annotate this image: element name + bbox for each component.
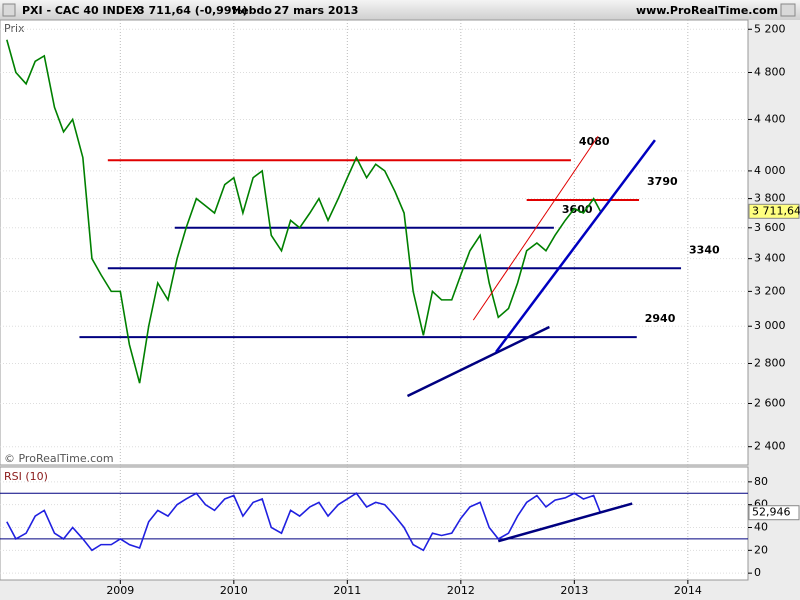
last-value-box: [748, 505, 800, 521]
y-tick-label: 3 200: [754, 284, 786, 297]
y-tick-label: 80: [754, 475, 768, 488]
quote: 3 711,64 (-0,99%): [137, 4, 248, 17]
symbol: PXI - CAC 40 INDEX: [22, 4, 141, 17]
y-tick-label: 3 800: [754, 192, 786, 205]
series-line: [6, 492, 602, 552]
menu-icon[interactable]: [2, 3, 16, 17]
x-tick-label: 2012: [447, 584, 475, 597]
y-tick-label: 4 800: [754, 65, 786, 78]
y-label: Prix: [4, 22, 25, 35]
y-tick-label: 40: [754, 520, 768, 533]
credit: © ProRealTime.com: [4, 452, 114, 465]
trend-line: [497, 502, 633, 543]
rsi-panel: [0, 466, 749, 581]
y-tick-label: 2 400: [754, 440, 786, 453]
y-tick-label: 3 000: [754, 319, 786, 332]
x-tick-label: 2009: [106, 584, 134, 597]
header-bar: [0, 0, 800, 20]
x-tick-label: 2014: [674, 584, 702, 597]
y-tick-label: 2 800: [754, 356, 786, 369]
last-value-label: 52,946: [752, 506, 791, 519]
y-tick-label: 5 200: [754, 22, 786, 35]
y-tick-label: 3 400: [754, 252, 786, 265]
x-tick-label: 2010: [220, 584, 248, 597]
y-tick-label: 2 600: [754, 396, 786, 409]
y-tick-label: 3 600: [754, 221, 786, 234]
trend-line: [472, 135, 599, 321]
date: 27 mars 2013: [274, 4, 358, 17]
series-line: [6, 39, 602, 384]
y-tick-label: 0: [754, 566, 761, 579]
x-tick-label: 2011: [333, 584, 361, 597]
y-tick-label: 4 400: [754, 112, 786, 125]
x-tick-label: 2013: [560, 584, 588, 597]
rsi-title: RSI (10): [4, 470, 48, 483]
level-label: 2940: [645, 312, 676, 325]
last-value-box: [748, 203, 800, 219]
trend-line: [495, 139, 656, 353]
window-icon[interactable]: [780, 3, 796, 17]
site: www.ProRealTime.com: [636, 4, 778, 17]
last-value-label: 3 711,64: [752, 204, 800, 217]
y-tick-label: 20: [754, 543, 768, 556]
level-label: 3790: [647, 175, 678, 188]
price-panel: [0, 19, 749, 466]
y-tick-label: 4 000: [754, 164, 786, 177]
level-label: 3340: [689, 243, 720, 256]
trend-line: [406, 325, 550, 398]
period: Hebdo: [232, 4, 272, 17]
